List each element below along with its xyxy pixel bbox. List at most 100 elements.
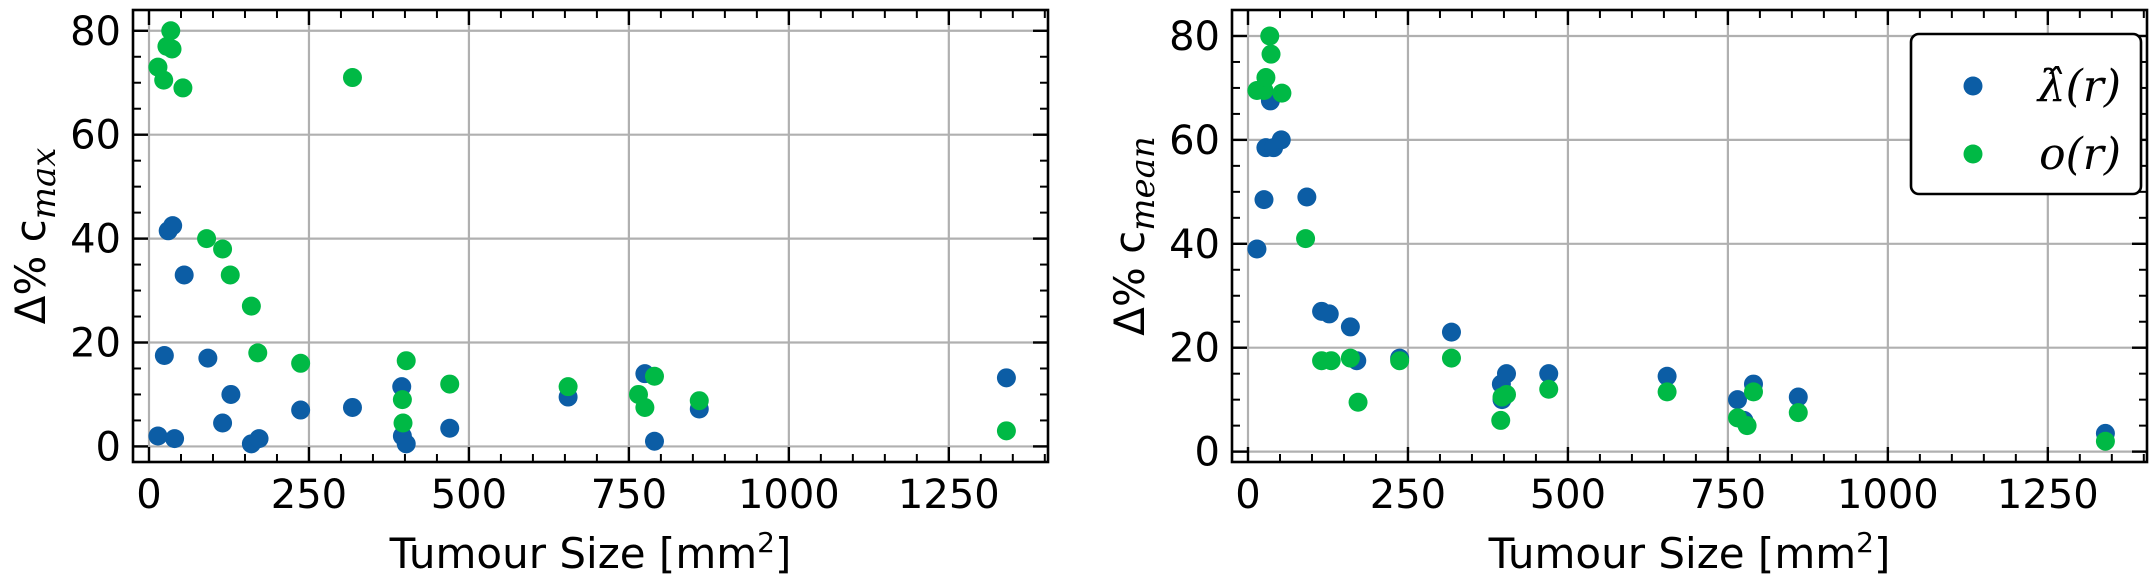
chart2-series2-point (1256, 68, 1276, 88)
chart2-y-axis-label: Δ% cmean (1105, 136, 1163, 336)
chart1-series2-point (241, 296, 261, 316)
chart1-series2-point (342, 68, 362, 88)
chart2-series2-point (1491, 410, 1511, 430)
chart1-y-tick-label: 80 (70, 9, 121, 55)
chart1-series2-point (644, 366, 664, 386)
chart1-series1-point (174, 265, 194, 285)
chart1-series2-point (291, 353, 311, 373)
chart1-series2-point (396, 351, 416, 371)
chart2-series1-point (1340, 317, 1360, 337)
chart2-series1-point (1441, 322, 1461, 342)
chart1-series1-point (213, 413, 233, 433)
chart2-series2-point (1497, 384, 1516, 404)
chart1-series1-point (249, 429, 269, 449)
chart2-x-tick-label: 1250 (1997, 472, 2099, 518)
chart2-series1-point (1497, 364, 1516, 384)
chart1-series2-point (173, 78, 193, 98)
chart1-series2-point (635, 397, 655, 417)
chart1-series2-point (154, 70, 174, 90)
chart1-x-tick-label: 1000 (738, 472, 840, 518)
chart1-series1-point (198, 348, 218, 368)
chart1-series2-point (440, 374, 460, 394)
chart2-x-axis-label: Tumour Size [mm2] (1488, 526, 1891, 578)
chart2-y-tick-label: 40 (1169, 222, 1220, 268)
chart2-series2-point (1348, 392, 1368, 412)
chart2-x-tick-label: 1000 (1837, 472, 1939, 518)
chart2-x-tick-label: 750 (1690, 472, 1766, 518)
chart1-series1-point (221, 384, 241, 404)
chart1-y-tick-label: 40 (70, 217, 121, 263)
chart2-series2-point (1321, 351, 1341, 371)
chart1-series2-point (558, 377, 578, 397)
chart1-series1-point (342, 397, 362, 417)
chart1-y-tick-label: 20 (70, 321, 121, 367)
chart2-series2-point (1441, 348, 1461, 368)
chart2-series1-point (1254, 190, 1274, 210)
chart1-series1-point (148, 426, 168, 446)
chart1-series2-point (996, 421, 1016, 441)
chart2-y-tick-label: 80 (1169, 14, 1220, 60)
chart1-series1-point (996, 368, 1016, 388)
chart2-series1-point (1319, 304, 1339, 324)
chart2-y-tick-label: 20 (1169, 326, 1220, 372)
chart1-series2-point (689, 391, 709, 411)
chart2-series1-point (1539, 364, 1559, 384)
chart1-series1-point (163, 216, 183, 236)
chart2-series2-point (1657, 382, 1677, 402)
chart1-series1-point (644, 431, 664, 451)
chart1-series2-point (213, 239, 233, 259)
chart1-x-axis-label: Tumour Size [mm2] (389, 526, 792, 578)
chart1-series2-point (248, 343, 268, 363)
chart1-series1-point (165, 429, 185, 449)
chart2-x-tick-label: 0 (1235, 472, 1260, 518)
chart2-y-tick-label: 60 (1169, 118, 1220, 164)
chart2-series2-point (2095, 431, 2115, 451)
chart2-series1-point (1657, 366, 1677, 386)
chart1-series2-point (162, 39, 182, 59)
chart2-series2-point (1340, 348, 1360, 368)
chart2-legend-label-1: λ̂(r) (2036, 61, 2121, 112)
chart1-series2-point (392, 390, 412, 410)
chart2-axes-frame (1230, 8, 2149, 464)
chart1-series1-point (154, 345, 174, 365)
chart2-series2-point (1296, 229, 1316, 249)
chart1-axes-frame (131, 8, 1050, 464)
chart2-series1-point (1727, 390, 1747, 410)
chart2-series2-point (1390, 351, 1410, 371)
chart2-series1-point (1297, 187, 1317, 207)
chart2-legend-marker-2 (1963, 144, 1983, 164)
chart2-series1-point (1247, 239, 1267, 259)
chart1-x-tick-label: 500 (431, 472, 507, 518)
chart2-legend-label-2: o(r) (2039, 129, 2121, 180)
chart1-x-tick-label: 0 (136, 472, 161, 518)
chart2-series2-point (1743, 382, 1763, 402)
chart2-legend-marker-1 (1963, 76, 1983, 96)
chart2-series1-point (1788, 387, 1808, 407)
chart2-series2-point (1737, 416, 1757, 436)
chart1-series2-point (197, 229, 217, 249)
chart2-series2-point (1788, 403, 1808, 423)
chart1-panel: 0 250 500 750 1000 1250 0 20 40 60 80 Tumour Size [… (6, 8, 1050, 578)
chart1-series1-point (291, 400, 311, 420)
chart1-series2-point (220, 265, 240, 285)
chart1-series2-point (161, 21, 181, 41)
chart2-series2-point (1272, 83, 1292, 103)
chart2-panel: 0 250 500 750 1000 1250 0 20 40 60 80 Tumour Size [… (1105, 8, 2149, 578)
chart2-series2-point (1261, 44, 1281, 64)
chart1-y-axis-label: Δ% cmax (6, 148, 64, 325)
chart1-x-tick-label: 750 (591, 472, 667, 518)
chart2-y-tick-label: 0 (1195, 430, 1220, 476)
chart2-series1-point (1271, 130, 1291, 150)
chart1-x-tick-label: 1250 (898, 472, 1000, 518)
chart2-legend: λ̂(r) o(r) (1909, 32, 2143, 196)
chart1-x-tick-label: 250 (271, 472, 347, 518)
chart2-x-tick-label: 250 (1370, 472, 1446, 518)
chart1-series2-point (393, 413, 413, 433)
chart1-series1-point (396, 434, 416, 454)
chart2-series2-point (1539, 379, 1559, 399)
chart2-x-tick-label: 500 (1530, 472, 1606, 518)
chart1-y-tick-label: 60 (70, 113, 121, 159)
chart1-series1-point (440, 418, 460, 438)
